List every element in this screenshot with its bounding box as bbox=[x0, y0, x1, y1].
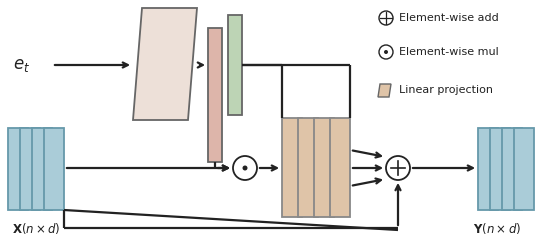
Circle shape bbox=[384, 50, 388, 54]
Bar bbox=[490, 128, 510, 210]
Bar bbox=[8, 128, 28, 210]
Text: $\mathbf{Y}(n \times d)$: $\mathbf{Y}(n \times d)$ bbox=[473, 220, 521, 236]
Circle shape bbox=[386, 156, 410, 180]
Text: Element-wise mul: Element-wise mul bbox=[399, 47, 499, 57]
Bar bbox=[44, 128, 64, 210]
Bar bbox=[208, 28, 222, 162]
Bar bbox=[282, 118, 302, 217]
Bar bbox=[298, 118, 318, 217]
Circle shape bbox=[379, 11, 393, 25]
Bar bbox=[514, 128, 534, 210]
Text: Linear projection: Linear projection bbox=[399, 85, 493, 95]
Text: $\mathbf{X}(n \times d)$: $\mathbf{X}(n \times d)$ bbox=[12, 220, 60, 236]
Text: $e_t$: $e_t$ bbox=[13, 57, 31, 73]
Circle shape bbox=[242, 165, 248, 171]
Bar bbox=[330, 118, 350, 217]
Bar bbox=[20, 128, 40, 210]
Text: Element-wise add: Element-wise add bbox=[399, 13, 499, 23]
Bar bbox=[314, 118, 334, 217]
Bar bbox=[502, 128, 522, 210]
Polygon shape bbox=[133, 8, 197, 120]
Bar bbox=[478, 128, 498, 210]
Circle shape bbox=[233, 156, 257, 180]
Bar bbox=[32, 128, 52, 210]
Bar bbox=[228, 15, 242, 115]
Polygon shape bbox=[378, 84, 391, 97]
Circle shape bbox=[379, 45, 393, 59]
